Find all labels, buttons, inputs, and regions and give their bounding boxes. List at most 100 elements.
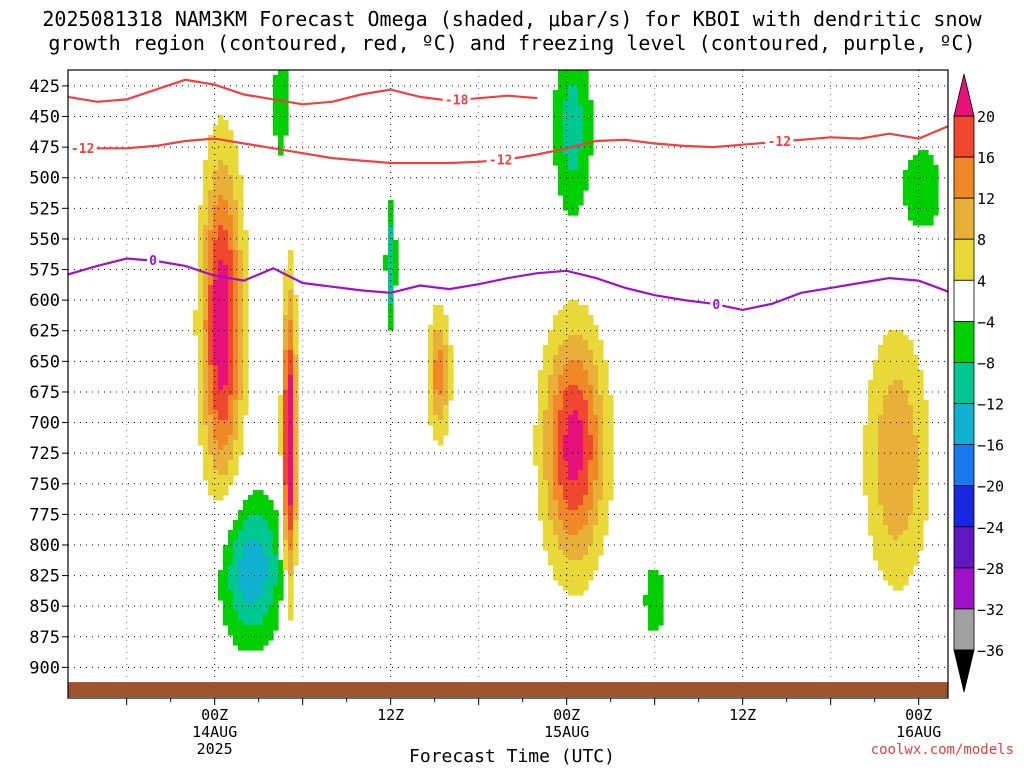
omega-cell <box>218 115 224 121</box>
omega-cell <box>233 190 244 196</box>
omega-cell <box>558 465 569 471</box>
omega-cell <box>288 555 294 561</box>
omega-cell <box>428 345 434 351</box>
omega-cell <box>548 560 599 566</box>
omega-cell <box>283 300 289 306</box>
omega-cell <box>553 445 559 451</box>
omega-cell <box>908 210 939 216</box>
omega-cell <box>288 390 294 396</box>
omega-cell <box>868 405 884 411</box>
omega-cell <box>243 385 249 391</box>
omega-cell <box>593 445 599 451</box>
omega-cell <box>218 165 229 171</box>
omega-cell <box>288 595 294 601</box>
omega-cell <box>238 610 269 616</box>
omega-cell <box>268 520 279 526</box>
omega-cell <box>288 580 294 586</box>
omega-cell <box>218 575 229 581</box>
watermark: coolwx.com/models <box>870 742 1014 758</box>
omega-cell <box>198 270 204 276</box>
omega-cell <box>208 325 214 331</box>
omega-cell <box>598 440 604 446</box>
omega-cell <box>288 460 294 466</box>
x-tick-label: 2025 <box>197 740 233 758</box>
omega-cell <box>293 405 299 411</box>
omega-cell <box>238 530 274 536</box>
omega-cell <box>588 420 599 426</box>
omega-cell <box>283 335 289 341</box>
omega-cell <box>283 290 289 296</box>
omega-cell <box>918 150 929 156</box>
omega-cell <box>393 265 399 271</box>
omega-cell <box>273 105 289 111</box>
omega-cell <box>918 440 929 446</box>
omega-cell <box>543 425 554 431</box>
omega-cell <box>193 325 204 331</box>
omega-cell <box>243 325 249 331</box>
omega-cell <box>553 530 569 536</box>
omega-cell <box>433 395 449 401</box>
omega-cell <box>223 195 234 201</box>
omega-cell <box>203 300 209 306</box>
omega-cell <box>868 385 889 391</box>
omega-cell <box>883 410 914 416</box>
omega-cell <box>233 305 239 311</box>
omega-cell <box>243 260 249 266</box>
omega-cell <box>273 600 279 606</box>
omega-cell <box>388 270 394 276</box>
omega-cell <box>283 460 289 466</box>
omega-cell <box>548 495 554 501</box>
omega-cell <box>428 405 434 411</box>
omega-cell <box>198 305 204 311</box>
omega-cell <box>198 335 204 341</box>
omega-cell <box>603 485 614 491</box>
omega-cell <box>283 545 289 551</box>
omega-cell <box>428 400 434 406</box>
y-tick-label: 625 <box>29 322 60 342</box>
omega-cell <box>543 530 554 536</box>
omega-cell <box>573 410 579 416</box>
omega-cell <box>243 365 249 371</box>
omega-cell <box>553 315 594 321</box>
omega-cell <box>533 445 544 451</box>
omega-cell <box>568 465 584 471</box>
omega-cell <box>593 535 604 541</box>
omega-cell <box>863 480 879 486</box>
omega-cell <box>203 375 209 381</box>
omega-cell <box>593 410 604 416</box>
omega-cell <box>223 610 239 616</box>
omega-cell <box>553 480 559 486</box>
omega-cell <box>283 385 289 391</box>
omega-cell <box>558 515 589 521</box>
omega-cell <box>213 330 229 336</box>
omega-cell <box>578 160 589 166</box>
omega-cell <box>863 440 879 446</box>
omega-cell <box>588 370 599 376</box>
omega-cell <box>203 240 209 246</box>
omega-cell <box>258 595 274 601</box>
omega-cell <box>208 270 214 276</box>
omega-cell <box>208 305 214 311</box>
omega-cell <box>883 510 914 516</box>
omega-cell <box>278 425 284 431</box>
omega-cell <box>228 415 234 421</box>
omega-cell <box>283 435 289 441</box>
omega-cell <box>293 380 299 386</box>
omega-cell <box>213 390 234 396</box>
omega-cell <box>538 500 549 506</box>
y-tick-label: 475 <box>29 138 60 158</box>
omega-cell <box>553 155 569 161</box>
omega-cell <box>648 580 664 586</box>
omega-cell <box>548 385 559 391</box>
omega-cell <box>288 515 294 521</box>
omega-cell <box>203 295 209 301</box>
omega-cell <box>288 305 294 311</box>
colorbar: 20 16 12 8 4 −4 −8 −12 −16 −20 −24 −28 −32 −36 <box>953 73 1004 693</box>
omega-cell <box>228 330 234 336</box>
omega-cell <box>548 485 554 491</box>
omega-cell <box>213 465 229 471</box>
omega-cell <box>293 425 299 431</box>
omega-cell <box>558 385 569 391</box>
omega-cell <box>868 530 889 536</box>
colorbar-tick-label: −24 <box>977 519 1004 537</box>
